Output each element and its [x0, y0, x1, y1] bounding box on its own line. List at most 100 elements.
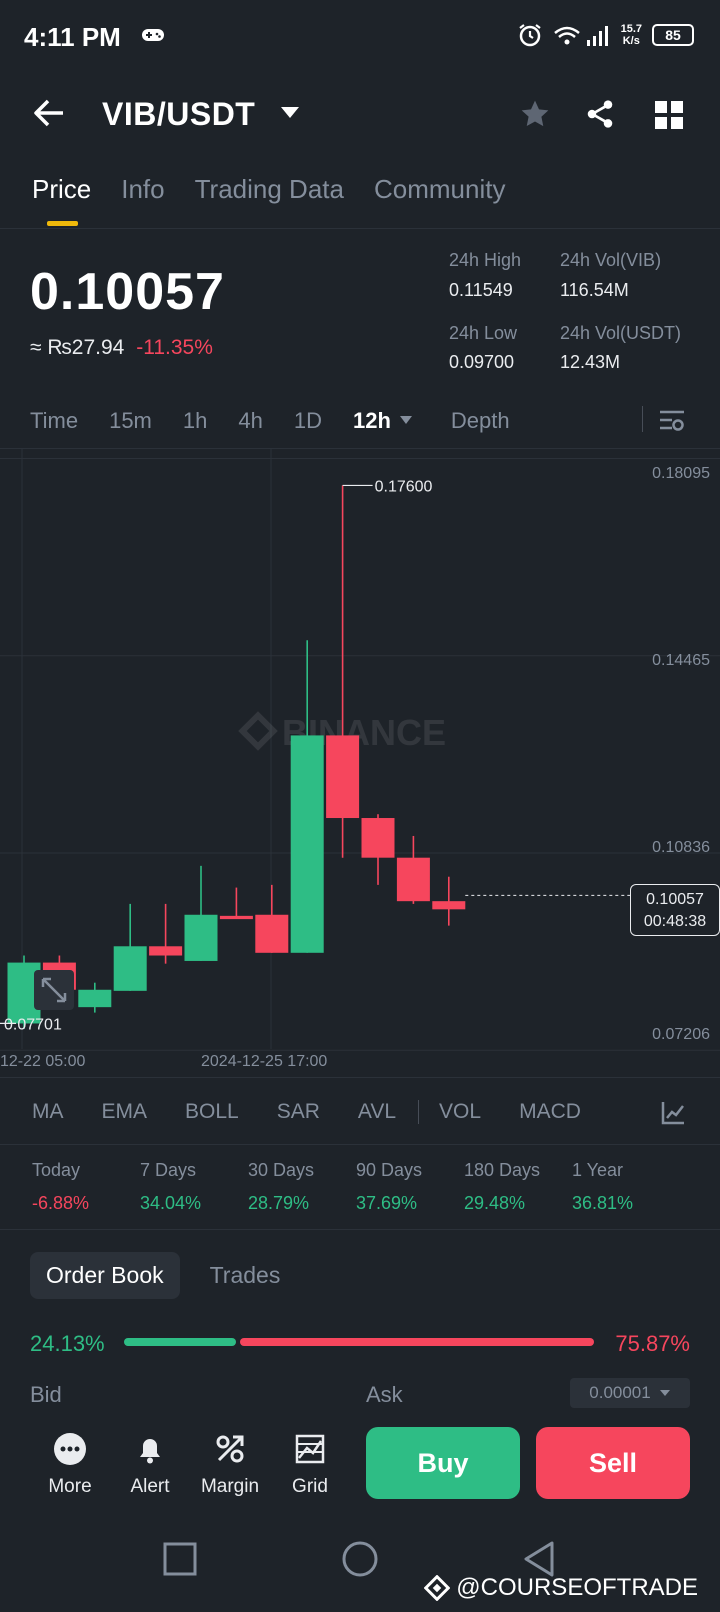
high-marker-label: 0.17600: [375, 478, 433, 495]
more-button[interactable]: More: [35, 1432, 105, 1498]
tab-info[interactable]: Info: [121, 174, 165, 204]
bid-ratio-bar: [124, 1338, 236, 1346]
vol-base-value: 116.54M: [560, 280, 629, 300]
share-icon[interactable]: [584, 98, 616, 130]
tab-trades[interactable]: Trades: [209, 1262, 281, 1288]
page-tabs: Price Info Trading Data Community: [32, 174, 505, 205]
gamepad-icon: [142, 29, 164, 41]
vol-base-label: 24h Vol(VIB): [560, 250, 662, 270]
home-circle-icon[interactable]: [341, 1540, 379, 1578]
high-value: 0.11549: [449, 280, 513, 300]
candle-body: [396, 857, 430, 902]
grid-trading-icon: [295, 1434, 325, 1464]
network-speed: 15.7 K/s: [620, 23, 642, 47]
candle: [219, 887, 253, 920]
interval-12h[interactable]: 12h: [352, 408, 391, 433]
current-price-label: 0.10057: [646, 891, 704, 908]
alert-button[interactable]: Alert: [115, 1432, 185, 1498]
pair-dropdown-icon[interactable]: [280, 106, 300, 120]
grid-menu-icon[interactable]: [654, 100, 684, 130]
tab-order-book[interactable]: Order Book: [30, 1252, 180, 1299]
tab-community[interactable]: Community: [373, 174, 506, 204]
status-bar: 4:11 PM 15.7 K/s 85: [0, 0, 720, 72]
buy-button[interactable]: Buy: [366, 1427, 520, 1499]
expand-chart-button[interactable]: [34, 970, 74, 1010]
creator-watermark: @COURSEOFTRADE: [424, 1574, 698, 1602]
candle-body: [219, 915, 253, 920]
interval-4h[interactable]: 4h: [238, 408, 263, 433]
candle: [78, 982, 112, 1013]
indicator-vol[interactable]: VOL: [439, 1100, 482, 1123]
trading-pair-title[interactable]: VIB/USDT: [102, 96, 256, 132]
binance-watermark: BINANCE: [238, 711, 446, 753]
bid-percentage: 24.13%: [30, 1331, 105, 1356]
indicator-boll[interactable]: BOLL: [185, 1100, 239, 1123]
precision-selector[interactable]: 0.00001: [570, 1378, 690, 1408]
candlestick-chart[interactable]: BINANCE 0.18095 0.14465 0.10836 0.07206 …: [0, 449, 720, 1077]
last-price: 0.10057: [30, 263, 225, 321]
perf-30d: 30 Days 28.79%: [248, 1160, 315, 1213]
indicator-avl[interactable]: AVL: [357, 1100, 397, 1123]
ask-percentage: 75.87%: [615, 1331, 690, 1356]
y-tick-1: 0.18095: [652, 465, 710, 482]
sell-button[interactable]: Sell: [536, 1427, 690, 1499]
perf-7d: 7 Days 34.04%: [140, 1160, 202, 1213]
perf-today: Today -6.88%: [32, 1160, 90, 1213]
chart-bottom-divider: [0, 1077, 720, 1078]
candle-body: [432, 901, 466, 910]
low-value: 0.09700: [449, 352, 515, 372]
back-triangle-icon[interactable]: [522, 1540, 556, 1578]
performance-divider: [0, 1229, 720, 1230]
indicator-macd[interactable]: MACD: [519, 1100, 581, 1123]
x-tick-1: 12-22 05:00: [0, 1053, 86, 1070]
y-tick-2: 0.14465: [652, 652, 710, 669]
margin-button[interactable]: Margin: [195, 1432, 265, 1498]
candle-body: [290, 735, 324, 953]
interval-time[interactable]: Time: [30, 408, 79, 433]
recents-square-icon[interactable]: [163, 1542, 197, 1576]
favorite-star-icon[interactable]: [518, 98, 552, 130]
status-time: 4:11 PM: [24, 22, 121, 52]
active-tab-indicator: [47, 221, 78, 226]
battery-indicator: 85: [652, 24, 694, 46]
high-label: 24h High: [449, 250, 522, 270]
interval-1d[interactable]: 1D: [293, 408, 322, 433]
interval-dropdown-icon[interactable]: [399, 415, 413, 425]
indicator-ema[interactable]: EMA: [101, 1100, 148, 1123]
grid-button[interactable]: Grid: [275, 1432, 345, 1498]
chart-top-divider: [0, 448, 720, 449]
candle: [290, 640, 324, 953]
current-price-tag: 0.10057 00:48:38: [630, 884, 720, 936]
signal-wifi-icon: [553, 26, 608, 46]
ask-column-label: Ask: [366, 1382, 403, 1407]
chart-settings-icon[interactable]: [658, 406, 686, 434]
perf-1y: 1 Year 36.81%: [572, 1160, 634, 1213]
interval-15m[interactable]: 15m: [109, 408, 152, 433]
interval-1h[interactable]: 1h: [182, 408, 208, 433]
candle: [255, 884, 289, 953]
precision-value: 0.00001: [589, 1383, 651, 1402]
binance-logo-icon: [424, 1575, 451, 1601]
fiat-price: ≈ ₨27.94: [30, 336, 125, 359]
tab-trading-data[interactable]: Trading Data: [194, 174, 344, 204]
percent-icon: [216, 1435, 244, 1463]
indicator-sar[interactable]: SAR: [276, 1100, 320, 1123]
candle: [113, 903, 147, 991]
indicator-ma[interactable]: MA: [32, 1100, 64, 1123]
indicator-settings-icon[interactable]: [660, 1100, 686, 1126]
y-tick-3: 0.10836: [652, 839, 710, 856]
indicator-selector: MA EMA BOLL SAR AVL VOL MACD: [32, 1100, 619, 1124]
status-indicators: 15.7 K/s 85: [517, 22, 694, 48]
candle-body: [326, 735, 360, 819]
candle-body: [361, 818, 395, 858]
price-change: -11.35%: [136, 336, 213, 359]
x-tick-2: 2024-12-25 17:00: [201, 1053, 327, 1070]
tab-price[interactable]: Price: [32, 174, 92, 204]
back-arrow-icon[interactable]: [32, 98, 66, 128]
interval-separator: [642, 406, 643, 432]
indicator-separator: [418, 1100, 420, 1124]
low-label: 24h Low: [449, 323, 518, 343]
low-marker-label: 0.07701: [4, 1016, 62, 1033]
candle: [396, 835, 430, 904]
interval-depth[interactable]: Depth: [450, 408, 510, 433]
